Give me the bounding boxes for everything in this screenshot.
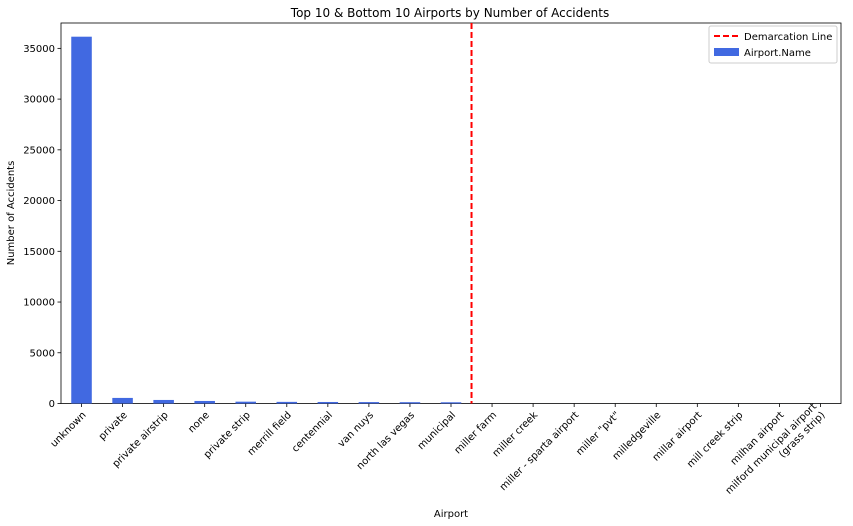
x-axis-label: Airport bbox=[434, 509, 468, 520]
legend-box bbox=[708, 25, 838, 64]
bar bbox=[440, 402, 462, 404]
plot-area-frame bbox=[60, 22, 842, 404]
bar bbox=[71, 36, 92, 404]
y-tick-label: 10000 bbox=[23, 298, 55, 309]
y-axis: 0 5000 10000 15000 20000 25000 30000 35000 bbox=[23, 44, 61, 410]
x-tick-label: private bbox=[97, 410, 130, 443]
x-tick-label: miller - sparta airport bbox=[498, 410, 581, 493]
y-tick-label: 5000 bbox=[30, 348, 55, 359]
x-tick-label: van nuys bbox=[336, 410, 376, 450]
legend-bar-swatch bbox=[714, 48, 739, 56]
y-tick-label: 35000 bbox=[23, 44, 55, 55]
bar-series bbox=[71, 36, 831, 404]
bar bbox=[112, 397, 133, 404]
x-tick-label: municipal bbox=[416, 410, 458, 452]
legend-series-label: Airport.Name bbox=[744, 48, 811, 59]
y-tick-label: 25000 bbox=[23, 145, 55, 156]
bar bbox=[153, 399, 174, 404]
bar bbox=[194, 400, 215, 404]
y-tick-label: 30000 bbox=[23, 95, 55, 106]
bar bbox=[358, 402, 380, 404]
bar bbox=[276, 401, 298, 404]
bar bbox=[317, 401, 339, 404]
x-tick-label: none bbox=[186, 410, 211, 435]
y-tick-label: 20000 bbox=[23, 196, 55, 207]
legend-demarcation-label: Demarcation Line bbox=[744, 32, 832, 43]
bar bbox=[399, 402, 421, 404]
chart-title: Top 10 & Bottom 10 Airports by Number of… bbox=[290, 6, 609, 20]
x-tick-label: unknown bbox=[49, 410, 89, 450]
y-tick-label: 0 bbox=[49, 399, 55, 410]
legend: Demarcation Line Airport.Name bbox=[708, 25, 838, 64]
x-tick-label: merrill field bbox=[246, 410, 294, 458]
bar bbox=[235, 401, 256, 404]
y-axis-label: Number of Accidents bbox=[6, 161, 17, 266]
x-tick-label: centennial bbox=[290, 410, 335, 455]
y-tick-label: 15000 bbox=[23, 247, 55, 258]
